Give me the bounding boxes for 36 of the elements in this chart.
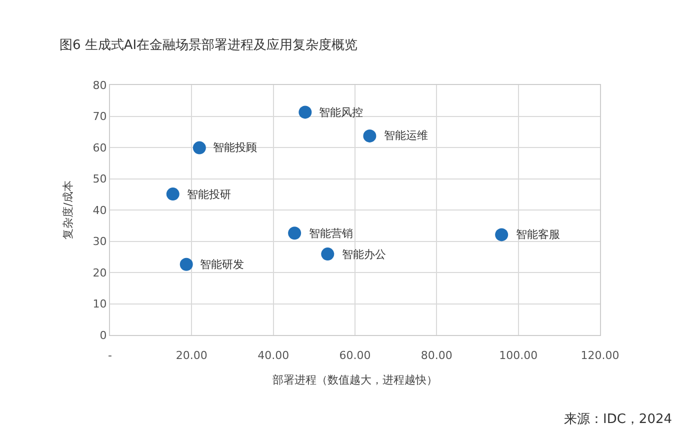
- x-tick-label: 40.00: [258, 349, 290, 362]
- x-tick-label: 80.00: [420, 349, 452, 362]
- point: [298, 106, 312, 119]
- y-axis-title: 复杂度/成本: [61, 180, 74, 240]
- y-tick-label: 60: [92, 141, 107, 154]
- annotation: 智能运维: [384, 129, 428, 142]
- point: [166, 188, 180, 201]
- y-tick-label: 50: [92, 172, 107, 186]
- x-tick-label: 20.00: [176, 349, 208, 362]
- y-tick-label: 40: [92, 204, 107, 217]
- x-axis-title: 部署进程（数值越大，进程越快）: [272, 373, 438, 386]
- x-tick-label: -: [108, 349, 112, 362]
- y-tick-label: 80: [92, 78, 107, 92]
- y-tick-label: 20: [92, 266, 107, 280]
- point: [363, 129, 376, 142]
- point: [180, 258, 193, 271]
- chart-title: 图6 生成式AI在金融场景部署进程及应用复杂度概览: [60, 37, 358, 54]
- annotation: 智能营销: [309, 227, 353, 240]
- annotation: 智能办公: [342, 248, 386, 261]
- y-tick-label: 0: [100, 328, 107, 342]
- x-tick-label: 100.00: [499, 349, 538, 362]
- point: [192, 141, 206, 154]
- x-tick-label: 120.00: [580, 349, 620, 362]
- source-note: 来源：IDC，2024: [564, 412, 672, 427]
- annotation: 智能投顾: [213, 141, 257, 154]
- x-tick-label: 60.00: [339, 349, 371, 362]
- y-tick-label: 70: [92, 110, 107, 124]
- point: [495, 228, 508, 242]
- annotation: 智能投研: [187, 188, 231, 201]
- annotation: 智能风控: [319, 106, 363, 119]
- y-tick-label: 30: [92, 235, 107, 248]
- point: [321, 248, 334, 261]
- point: [288, 226, 302, 240]
- annotation: 智能客服: [516, 228, 560, 241]
- annotation: 智能研发: [200, 258, 244, 271]
- y-tick-label: 10: [92, 298, 107, 311]
